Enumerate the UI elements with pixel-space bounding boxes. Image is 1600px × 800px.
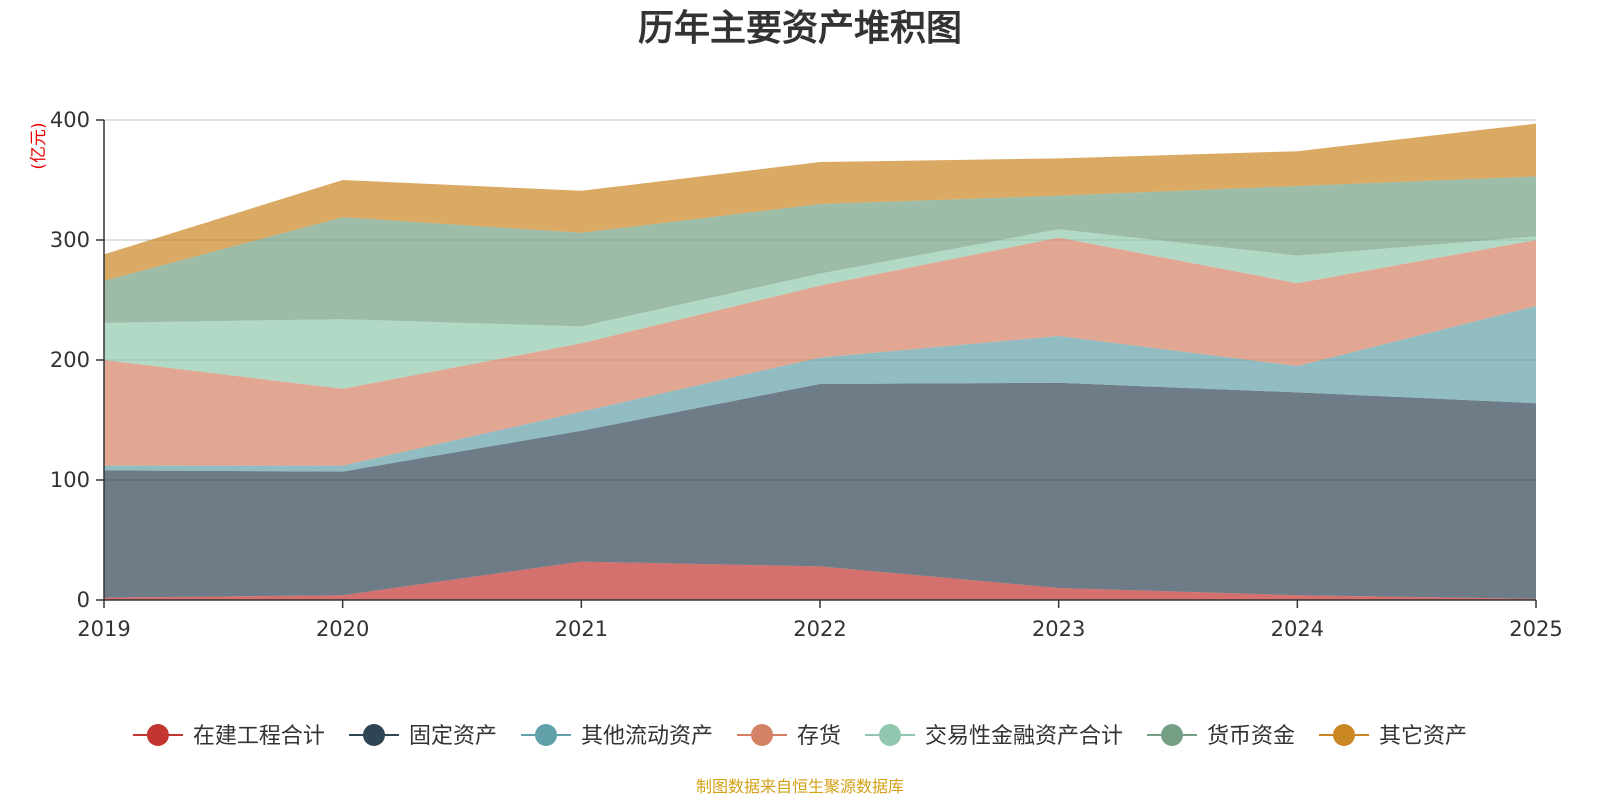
legend-label: 其它资产 — [1379, 724, 1467, 749]
legend-label: 货币资金 — [1207, 724, 1295, 749]
legend-marker — [535, 724, 557, 746]
chart-title: 历年主要资产堆积图 — [638, 8, 962, 49]
area-series-3 — [104, 237, 1536, 466]
legend: 在建工程合计 固定资产 其他流动资产 存货 交易性金融资产合计 货币资金 其它资产 — [132, 724, 1467, 749]
legend-item: 存货 — [737, 724, 841, 749]
legend-label: 存货 — [797, 724, 841, 749]
area-series-5 — [104, 176, 1536, 327]
area-series-4 — [104, 229, 1536, 389]
legend-item: 固定资产 — [349, 724, 497, 749]
y-tick-label: 0 — [77, 588, 90, 612]
legend-label: 交易性金融资产合计 — [925, 724, 1123, 749]
legend-label: 固定资产 — [409, 724, 497, 749]
x-tick-label: 2025 — [1509, 617, 1562, 641]
legend-item: 货币资金 — [1147, 724, 1295, 749]
legend-marker — [363, 724, 385, 746]
area-series-2 — [104, 306, 1536, 472]
x-tick-label: 2023 — [1032, 617, 1085, 641]
legend-marker — [751, 724, 773, 746]
legend-item: 其他流动资产 — [521, 724, 713, 749]
legend-marker — [1333, 724, 1355, 746]
x-tick-label: 2022 — [793, 617, 846, 641]
area-series-6 — [104, 123, 1536, 281]
legend-marker — [146, 724, 169, 746]
x-tick-label: 2024 — [1271, 617, 1324, 641]
legend-marker — [1161, 724, 1183, 746]
legend-item: 在建工程合计 — [132, 724, 325, 749]
x-tick-label: 2019 — [77, 617, 130, 641]
legend-label: 其他流动资产 — [581, 724, 713, 749]
legend-item: 其它资产 — [1319, 724, 1467, 749]
stacked-areas — [104, 123, 1536, 600]
x-tick-label: 2020 — [316, 617, 369, 641]
legend-item: 交易性金融资产合计 — [865, 724, 1123, 749]
y-tick-label: 300 — [50, 228, 90, 252]
legend-marker — [879, 724, 901, 746]
area-series-0 — [104, 561, 1536, 600]
axes: 0 100 200 300 400 2019 2020 2021 2022 2023 2024 202… — [50, 108, 1563, 641]
legend-label: 在建工程合计 — [193, 724, 325, 749]
y-tick-label: 200 — [50, 348, 90, 372]
data-source-label: 制图数据来自恒生聚源数据库 — [696, 777, 904, 796]
y-tick-label: 100 — [50, 468, 90, 492]
y-axis-unit-label: (亿元) — [29, 122, 49, 169]
area-series-1 — [104, 382, 1536, 599]
x-tick-label: 2021 — [555, 617, 608, 641]
y-tick-label: 400 — [50, 108, 90, 132]
